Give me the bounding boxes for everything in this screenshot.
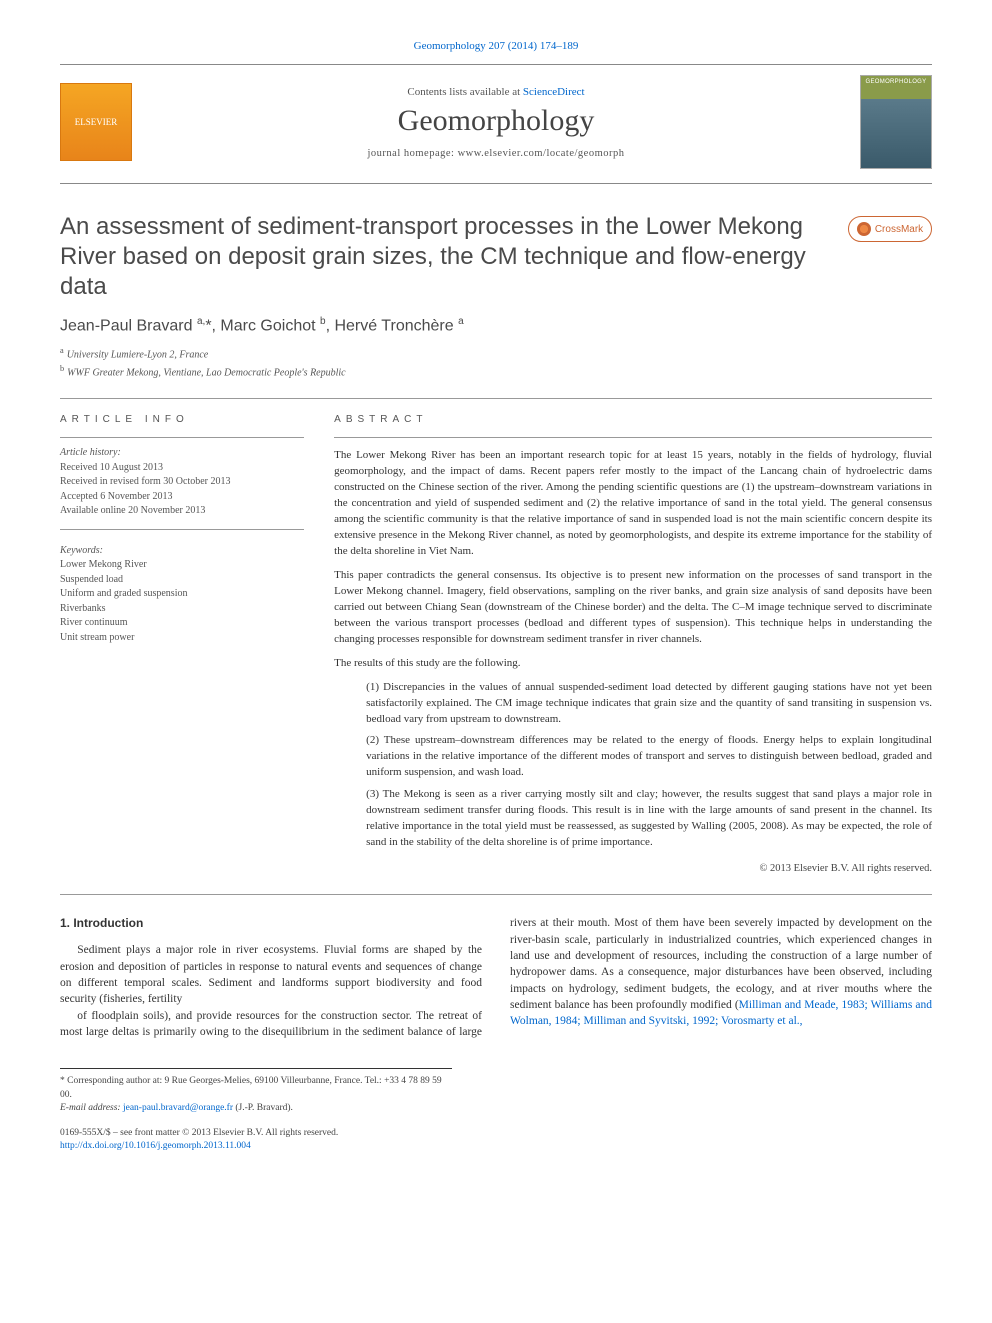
keyword: River continuum — [60, 616, 304, 631]
citation-line: Geomorphology 207 (2014) 174–189 — [60, 40, 932, 52]
info-rule-2 — [60, 529, 304, 530]
abstract: abstract The Lower Mekong River has been… — [334, 413, 932, 876]
contents-text: Contents lists available at — [407, 86, 522, 98]
abstract-para: This paper contradicts the general conse… — [334, 568, 932, 648]
history-line: Received in revised form 30 October 2013 — [60, 475, 304, 490]
abstract-list: (1) Discrepancies in the values of annua… — [362, 680, 932, 851]
journal-cover-thumb — [860, 75, 932, 169]
keyword: Suspended load — [60, 573, 304, 588]
abstract-para: The Lower Mekong River has been an impor… — [334, 448, 932, 560]
keyword-list: Lower Mekong RiverSuspended loadUniform … — [60, 558, 304, 645]
abstract-list-item: (2) These upstream–downstream difference… — [362, 733, 932, 781]
abstract-copyright: © 2013 Elsevier B.V. All rights reserved… — [334, 861, 932, 876]
intro-heading: 1. Introduction — [60, 915, 482, 932]
email-link[interactable]: jean-paul.bravard@orange.fr — [123, 1103, 233, 1113]
doi-link[interactable]: http://dx.doi.org/10.1016/j.geomorph.201… — [60, 1141, 251, 1151]
article-info-label: article info — [60, 413, 304, 428]
abstract-para: The results of this study are the follow… — [334, 656, 932, 672]
history-line: Available online 20 November 2013 — [60, 504, 304, 519]
corresponding-footnote: * Corresponding author at: 9 Rue Georges… — [60, 1068, 452, 1115]
corr-line: * Corresponding author at: 9 Rue Georges… — [60, 1075, 452, 1102]
citation-link[interactable]: Geomorphology 207 (2014) 174–189 — [414, 40, 579, 52]
email-suffix: (J.-P. Bravard). — [233, 1103, 293, 1113]
email-label: E-mail address: — [60, 1103, 123, 1113]
keyword: Lower Mekong River — [60, 558, 304, 573]
contents-line: Contents lists available at ScienceDirec… — [146, 86, 846, 98]
crossmark-badge[interactable]: CrossMark — [848, 216, 932, 242]
keyword: Uniform and graded suspension — [60, 587, 304, 602]
history-lines: Received 10 August 2013Received in revis… — [60, 461, 304, 519]
info-abstract-row: article info Article history: Received 1… — [60, 399, 932, 894]
header-center: Contents lists available at ScienceDirec… — [146, 86, 846, 159]
history-label: Article history: — [60, 446, 304, 461]
homepage-label: journal homepage: — [368, 148, 458, 159]
journal-header: ELSEVIER Contents lists available at Sci… — [60, 64, 932, 184]
author-list: Jean-Paul Bravard a,*, Marc Goichot b, H… — [60, 316, 932, 335]
abstract-list-item: (3) The Mekong is seen as a river carryi… — [362, 787, 932, 851]
keyword: Riverbanks — [60, 602, 304, 617]
abstract-list-item: (1) Discrepancies in the values of annua… — [362, 680, 932, 728]
email-line: E-mail address: jean-paul.bravard@orange… — [60, 1102, 452, 1115]
footer-meta: 0169-555X/$ – see front matter © 2013 El… — [60, 1127, 932, 1154]
abstract-paragraphs: The Lower Mekong River has been an impor… — [334, 448, 932, 671]
history-line: Received 10 August 2013 — [60, 461, 304, 476]
body-columns: 1. Introduction Sediment plays a major r… — [60, 915, 932, 1040]
intro-para-1: Sediment plays a major role in river eco… — [60, 942, 482, 1007]
affiliations: aUniversity Lumiere-Lyon 2, FrancebWWF G… — [60, 345, 932, 380]
abstract-rule — [334, 437, 932, 438]
article-info: article info Article history: Received 1… — [60, 413, 304, 876]
info-rule — [60, 437, 304, 438]
sciencedirect-link[interactable]: ScienceDirect — [523, 86, 585, 98]
keyword: Unit stream power — [60, 631, 304, 646]
journal-name: Geomorphology — [146, 104, 846, 138]
abstract-label: abstract — [334, 413, 932, 428]
keywords-label: Keywords: — [60, 544, 304, 559]
title-row: An assessment of sediment-transport proc… — [60, 212, 932, 302]
homepage-line: journal homepage: www.elsevier.com/locat… — [146, 148, 846, 159]
history-line: Accepted 6 November 2013 — [60, 490, 304, 505]
issn-line: 0169-555X/$ – see front matter © 2013 El… — [60, 1127, 932, 1140]
rule-bottom — [60, 894, 932, 895]
elsevier-logo: ELSEVIER — [60, 83, 132, 161]
homepage-url[interactable]: www.elsevier.com/locate/geomorph — [458, 148, 625, 159]
article-title: An assessment of sediment-transport proc… — [60, 212, 828, 302]
